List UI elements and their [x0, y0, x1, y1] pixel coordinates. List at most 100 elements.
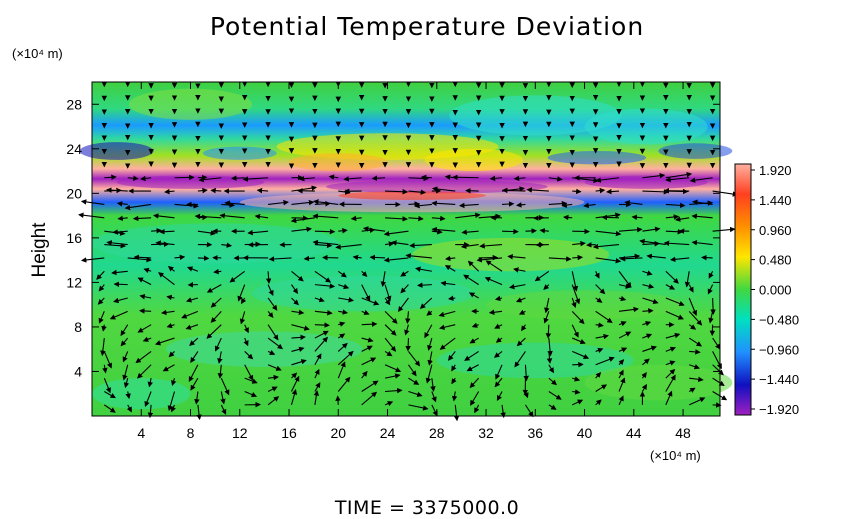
wind-arrow — [665, 270, 679, 284]
wind-arrow — [438, 310, 456, 318]
wind-arrow — [414, 202, 432, 209]
wind-arrow — [188, 364, 199, 383]
wind-arrow — [431, 200, 456, 207]
wind-arrow — [478, 213, 502, 220]
wind-arrow — [229, 270, 246, 283]
field-patch-22 — [92, 378, 191, 410]
wind-arrow — [688, 297, 698, 317]
wind-arrow — [548, 391, 562, 400]
wind-arrow — [561, 202, 573, 208]
wind-arrow — [595, 187, 606, 194]
wind-arrow — [362, 226, 386, 232]
wind-arrow — [618, 321, 627, 327]
wind-arrow — [314, 353, 322, 366]
wind-arrow — [571, 271, 579, 292]
wind-arrow — [523, 364, 529, 382]
wind-arrow — [501, 187, 526, 194]
x-tick-label-0: 4 — [137, 425, 145, 441]
colorbar-label-3: 0.480 — [759, 253, 792, 268]
wind-arrow — [290, 217, 315, 224]
wind-arrow — [665, 368, 676, 379]
wind-arrow — [444, 265, 456, 272]
wind-arrow — [595, 212, 621, 219]
wind-arrow — [516, 337, 526, 347]
y-tick-label-5: 24 — [66, 141, 82, 157]
wind-arrow — [135, 350, 152, 364]
wind-arrow — [642, 333, 653, 339]
wind-arrow — [100, 338, 106, 357]
wind-arrow — [619, 255, 643, 262]
wind-arrow — [712, 377, 725, 387]
wind-arrow — [439, 337, 456, 350]
wind-arrow — [113, 297, 128, 304]
wind-arrow — [420, 174, 432, 181]
wind-arrow — [352, 254, 362, 261]
wind-arrow — [314, 309, 333, 316]
field-patch-3 — [79, 142, 154, 160]
wind-arrow — [98, 311, 105, 324]
wind-arrow — [127, 175, 139, 182]
wind-arrow — [338, 228, 348, 234]
wind-arrow — [665, 332, 681, 339]
wind-arrow — [267, 396, 280, 406]
wind-arrow — [712, 391, 728, 401]
colorbar-label-8: −1.920 — [759, 402, 799, 417]
wind-arrow — [572, 399, 584, 406]
wind-vectors — [78, 81, 739, 422]
wind-arrow — [427, 337, 433, 351]
wind-arrow — [239, 311, 246, 325]
wind-arrow — [489, 175, 503, 182]
field-patch-19 — [165, 331, 363, 368]
wind-arrow — [337, 333, 346, 339]
wind-arrow — [185, 297, 199, 303]
wind-arrow — [548, 256, 572, 262]
wind-arrow — [361, 391, 378, 406]
wind-arrow — [338, 283, 350, 290]
y-tick-label-2: 12 — [66, 274, 82, 290]
wind-arrow — [494, 295, 503, 302]
wind-arrow — [639, 238, 666, 246]
wind-arrow — [243, 337, 249, 347]
wind-arrow — [474, 404, 480, 414]
field-patch-11 — [338, 191, 487, 201]
wind-arrow — [642, 320, 652, 327]
wind-arrow — [291, 199, 315, 206]
wind-arrow — [291, 185, 318, 192]
wind-arrow — [712, 364, 724, 376]
wind-arrow — [139, 308, 152, 314]
wind-arrow — [631, 214, 643, 221]
wind-arrow — [595, 230, 622, 237]
wind-arrow — [494, 323, 503, 329]
wind-arrow — [494, 377, 503, 388]
wind-arrow — [127, 256, 152, 263]
wind-arrow — [220, 404, 227, 415]
wind-arrow — [451, 377, 457, 385]
wind-arrow — [291, 309, 305, 316]
colorbar — [734, 163, 752, 416]
colorbar-label-0: 1.920 — [759, 163, 792, 178]
wind-arrow — [190, 377, 199, 391]
wind-arrow — [595, 322, 604, 328]
wind-arrow — [291, 372, 298, 379]
wind-arrow — [415, 266, 432, 272]
wind-arrow — [361, 309, 370, 316]
wind-arrow — [408, 189, 427, 195]
x-tick-label-7: 32 — [478, 425, 494, 441]
wind-arrow — [361, 370, 368, 379]
colorbar-label-2: 0.960 — [759, 223, 792, 238]
wind-arrow — [291, 346, 305, 353]
wind-arrow — [595, 177, 620, 183]
field-patch-18 — [486, 290, 684, 320]
wind-arrow — [572, 188, 582, 195]
wind-arrow — [526, 187, 549, 193]
wind-arrow — [214, 337, 222, 352]
wind-arrow — [688, 310, 703, 326]
wind-arrow — [665, 390, 673, 406]
wind-arrow — [291, 284, 299, 295]
colorbar-label-5: −0.480 — [759, 312, 799, 327]
wind-arrow — [268, 256, 292, 262]
wind-arrow — [290, 388, 298, 406]
wind-arrow — [206, 324, 222, 339]
wind-arrow — [267, 386, 278, 392]
